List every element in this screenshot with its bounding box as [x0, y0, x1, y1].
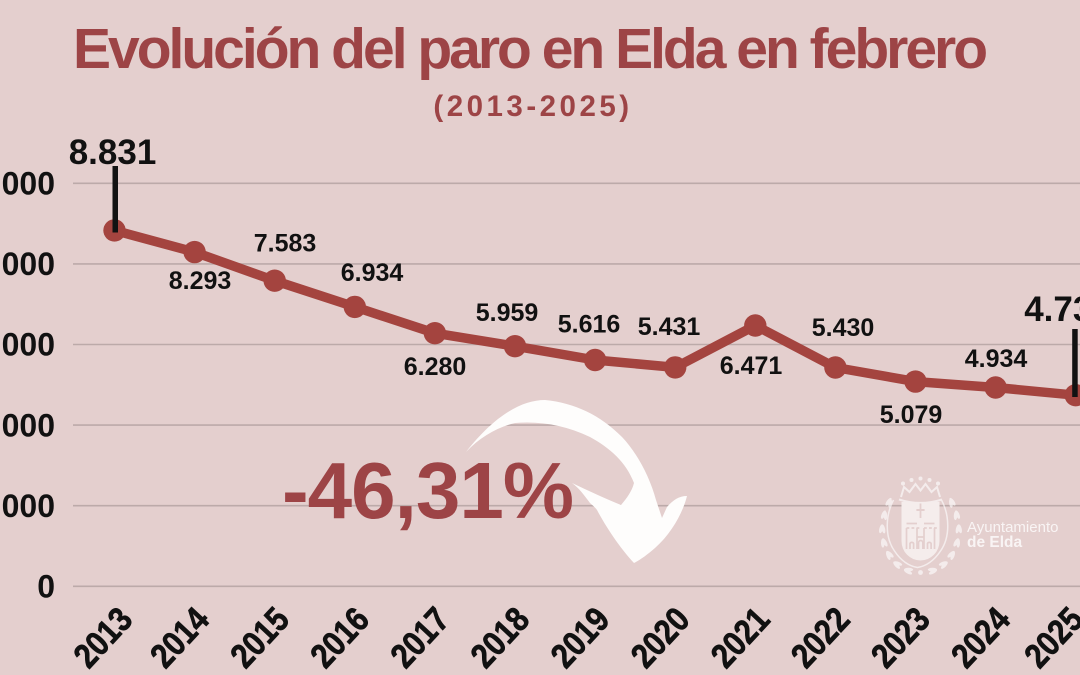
- svg-text:6.471: 6.471: [720, 352, 783, 380]
- svg-text:6.934: 6.934: [341, 259, 404, 287]
- svg-text:6.000: 6.000: [0, 327, 55, 363]
- svg-text:5.079: 5.079: [880, 401, 943, 429]
- svg-text:4.934: 4.934: [965, 345, 1028, 373]
- svg-text:(2013-2025): (2013-2025): [433, 90, 632, 123]
- svg-text:0: 0: [37, 569, 55, 605]
- svg-text:7.583: 7.583: [254, 230, 317, 258]
- svg-text:-46,31%: -46,31%: [282, 446, 573, 535]
- svg-text:5.431: 5.431: [638, 313, 701, 341]
- svg-text:4.000: 4.000: [0, 407, 55, 443]
- svg-text:5.430: 5.430: [812, 314, 875, 342]
- svg-text:5.959: 5.959: [476, 299, 539, 327]
- svg-text:2.000: 2.000: [0, 488, 55, 524]
- svg-text:Ayuntamiento: Ayuntamiento: [967, 519, 1058, 536]
- svg-text:5.616: 5.616: [558, 311, 621, 339]
- svg-text:8.293: 8.293: [169, 267, 232, 295]
- svg-text:8.000: 8.000: [0, 246, 55, 282]
- svg-text:10.000: 10.000: [0, 166, 55, 202]
- svg-text:8.831: 8.831: [69, 133, 157, 172]
- svg-text:Evolución del paro en Elda en: Evolución del paro en Elda en febrero: [73, 17, 986, 81]
- svg-text:4.738: 4.738: [1024, 290, 1080, 329]
- svg-text:de Elda: de Elda: [967, 534, 1023, 551]
- svg-text:6.280: 6.280: [404, 353, 467, 381]
